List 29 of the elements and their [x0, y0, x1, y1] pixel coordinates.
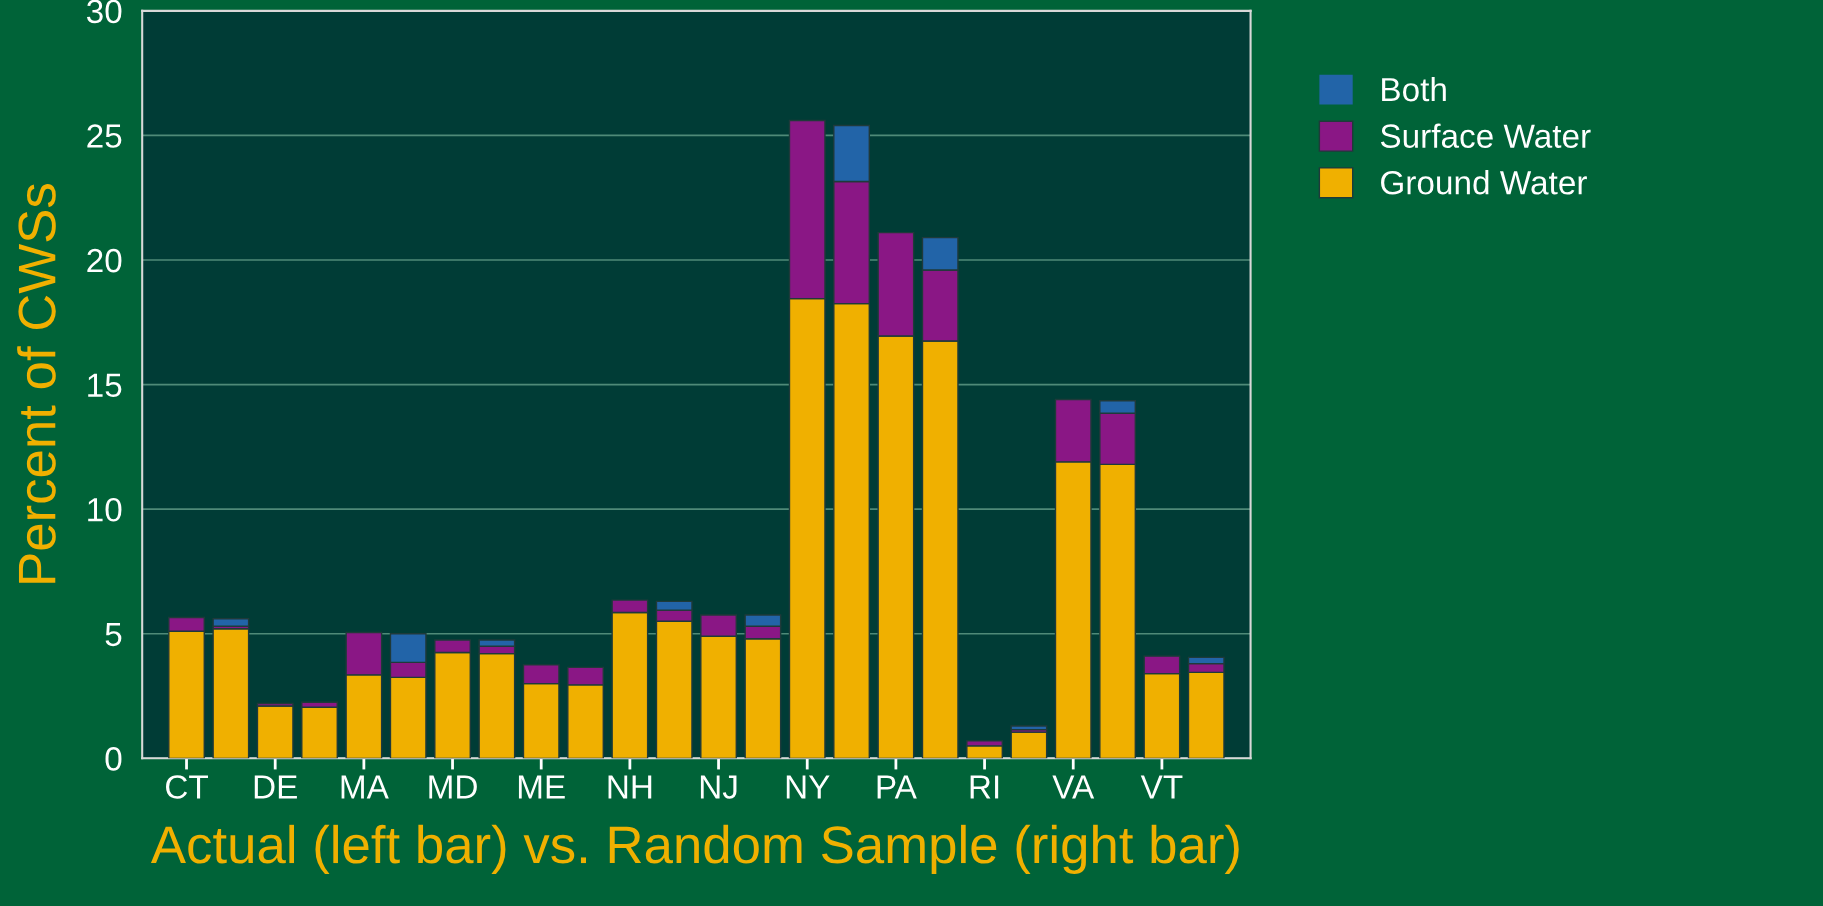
y-tick-label: 15	[88, 373, 122, 397]
x-tick-label: NJ	[700, 775, 737, 799]
x-tick-label: ME	[518, 775, 565, 799]
x-axis-title: Actual (left bar) vs. Random Sample (right bar)	[150, 824, 1239, 875]
bar	[301, 706, 338, 759]
x-tick-label: DE	[254, 775, 297, 799]
legend-label: Both	[1382, 76, 1446, 102]
y-tick-label: 10	[88, 497, 122, 522]
y-tick-label: 5	[105, 622, 122, 647]
bar	[256, 705, 294, 759]
x-tick-label: MA	[341, 775, 389, 799]
y-axis-title: Percent of CWSs	[17, 184, 56, 583]
y-tick-label: 25	[87, 124, 122, 148]
bar	[1010, 731, 1048, 759]
bar	[212, 628, 250, 759]
x-tick-label: NY	[786, 775, 830, 799]
x-tick-label: VA	[1052, 775, 1095, 799]
y-tick-label: 20	[87, 248, 122, 273]
x-tick-label: RI	[970, 775, 999, 799]
legend-label: Ground Water	[1381, 170, 1587, 195]
y-tick-label: 30	[86, 0, 122, 24]
x-tick-label: NH	[608, 775, 652, 799]
y-tick-label: 0	[105, 747, 122, 771]
x-tick-label: MD	[429, 775, 477, 799]
x-tick-label: CT	[166, 775, 208, 799]
bar	[212, 618, 250, 627]
x-tick-label: VT	[1140, 775, 1183, 799]
legend-label: Surface Water	[1380, 123, 1591, 148]
x-tick-label: PA	[877, 775, 917, 799]
